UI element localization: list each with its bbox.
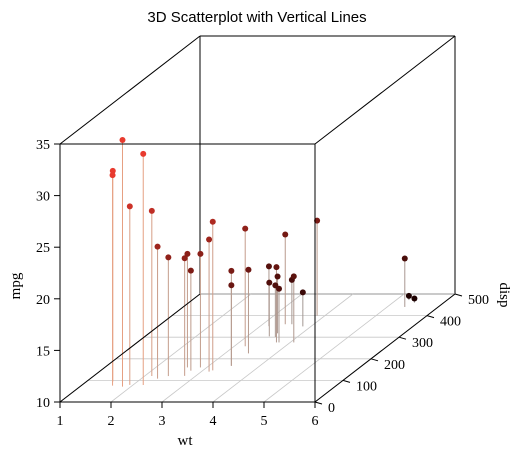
z-tick-label: 25: [36, 241, 50, 256]
data-point: [187, 267, 194, 274]
x-tick-label: 6: [312, 414, 319, 429]
z-tick-label: 35: [36, 138, 50, 153]
data-point: [206, 236, 213, 243]
grid-line: [110, 293, 252, 403]
x-tick-label: 4: [210, 414, 217, 429]
y-tick-label: 200: [384, 358, 405, 373]
data-point: [242, 225, 249, 232]
data-point: [109, 172, 116, 179]
y-tick-mark: [314, 401, 323, 405]
data-point: [276, 285, 283, 292]
y-tick-label: 500: [468, 293, 489, 308]
grid-line: [263, 293, 405, 403]
x-axis-ticks: 1 2 3 4 5 6: [57, 402, 319, 429]
data-point: [119, 136, 126, 143]
data-point: [265, 263, 272, 270]
data-point: [405, 292, 412, 299]
data-point: [282, 231, 289, 238]
z-tick-label: 20: [36, 293, 50, 308]
data-point: [228, 267, 235, 274]
z-tick-label: 30: [36, 190, 50, 205]
data-point: [165, 254, 172, 261]
x-tick-label: 1: [57, 414, 64, 429]
data-point: [266, 279, 273, 286]
x-tick-label: 5: [261, 414, 268, 429]
data-point: [401, 255, 408, 262]
y-axis-ticks: 0 100 200 300 400 500: [314, 293, 489, 416]
data-point: [181, 255, 188, 262]
y-tick-mark: [398, 336, 407, 340]
data-point: [245, 266, 252, 273]
x-tick-label: 3: [159, 414, 166, 429]
data-point: [184, 250, 191, 257]
x-tick-label: 2: [108, 414, 115, 429]
box-edge: [59, 35, 201, 145]
data-point: [126, 203, 133, 210]
box-edge: [314, 35, 456, 145]
data-point: [314, 217, 321, 224]
floor-grid: [59, 293, 456, 403]
data-point: [148, 207, 155, 214]
y-tick-label: 0: [328, 401, 335, 416]
box-edge: [314, 293, 456, 403]
x-axis-label: wt: [178, 433, 194, 449]
z-tick-label: 15: [36, 344, 50, 359]
back-box: [59, 35, 456, 295]
data-points: [109, 136, 418, 302]
y-tick-mark: [426, 315, 435, 319]
y-tick-label: 300: [412, 336, 433, 351]
y-tick-mark: [454, 293, 463, 297]
z-axis-ticks: 10 15 20 25 30 35: [36, 138, 60, 411]
y-tick-label: 100: [356, 379, 377, 394]
data-point: [228, 282, 235, 289]
front-box: [59, 143, 456, 403]
y-tick-mark: [342, 379, 351, 383]
z-tick-label: 10: [36, 396, 50, 411]
chart-title: 3D Scatterplot with Vertical Lines: [147, 9, 366, 26]
data-point: [197, 250, 204, 257]
grid-line: [161, 293, 303, 403]
y-axis-label: disp: [496, 282, 512, 307]
vertical-lines: [112, 139, 415, 387]
grid-line: [212, 293, 354, 403]
z-axis-label: mpg: [8, 272, 24, 299]
y-tick-label: 400: [440, 315, 461, 330]
data-point: [299, 289, 306, 296]
data-point: [140, 150, 147, 157]
box-edge: [59, 293, 201, 403]
data-point: [274, 273, 281, 280]
data-point: [273, 264, 280, 271]
data-point: [290, 273, 297, 280]
data-point: [411, 295, 418, 302]
y-tick-mark: [370, 358, 379, 362]
data-point: [209, 218, 216, 225]
data-point: [154, 243, 161, 250]
